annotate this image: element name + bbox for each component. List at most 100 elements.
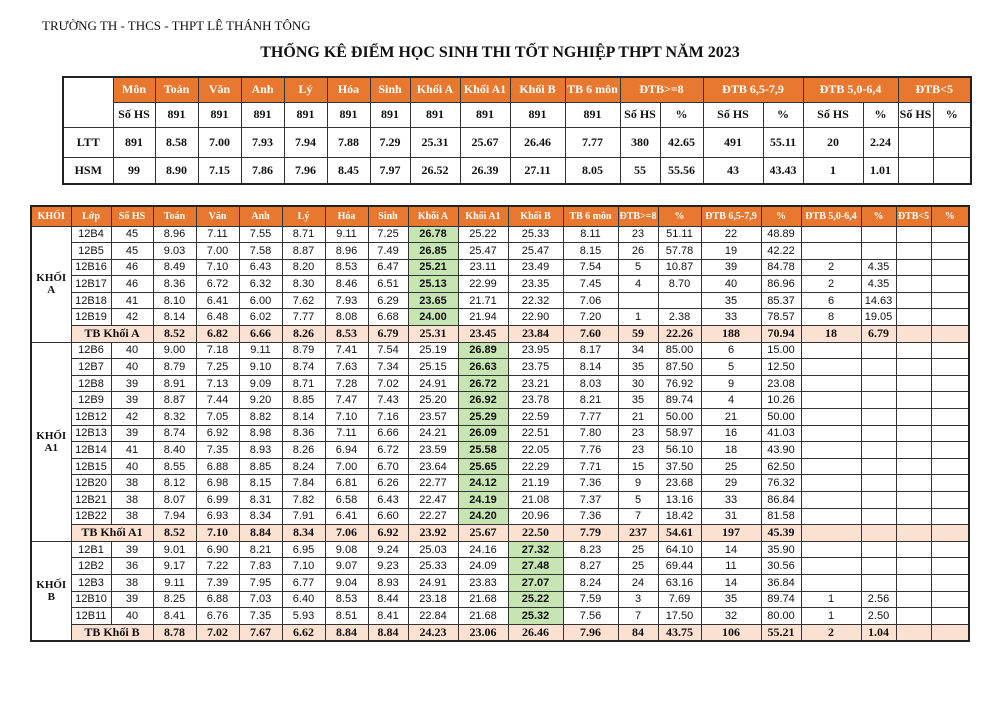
cell: 6.70 <box>367 457 409 476</box>
cell: 23.57 <box>407 408 459 426</box>
cell: 8.34 <box>238 507 283 526</box>
cell <box>930 457 970 476</box>
cell <box>860 408 897 426</box>
cell: 8.41 <box>152 607 197 625</box>
header-cell: ĐTB>=8 <box>617 205 659 227</box>
cell: 9.07 <box>324 557 369 575</box>
row: 12B9 39 8.87 7.44 9.20 8.85 7.47 7.43 25.20 26.92… <box>31 391 970 410</box>
cell: 12B5 <box>70 242 112 260</box>
cell: 23.18 <box>407 590 459 609</box>
cell: 22.90 <box>507 308 564 327</box>
cell: 7.91 <box>281 507 326 526</box>
cell: 9 <box>700 374 762 393</box>
cell: 8.21 <box>562 391 619 410</box>
cell: Số HS <box>702 101 764 128</box>
cell: 8.93 <box>238 441 283 459</box>
cell: 14 <box>700 540 762 559</box>
row: 12B12 42 8.32 7.05 8.82 8.14 7.10 7.16 23.57 25.2… <box>31 408 970 426</box>
header-cell: ĐTB<5 <box>897 76 972 103</box>
cell: 34 <box>617 341 659 360</box>
cell <box>800 540 862 559</box>
header-cell: Lớp <box>70 205 112 227</box>
cell: 7.80 <box>562 424 619 443</box>
cell: 35.90 <box>760 540 802 559</box>
cell: 10.26 <box>760 391 802 410</box>
cell: 23.68 <box>657 474 702 492</box>
header-row: Môn Toán Văn Anh Lý Hóa Sinh Khối A Khối A1 Khối … <box>62 76 972 128</box>
cell: 26.89 <box>457 341 509 360</box>
header-cell: Hóa <box>324 205 369 227</box>
cell: 7.94 <box>152 507 197 526</box>
cell: 41 <box>110 291 154 310</box>
cell: 7.02 <box>367 374 409 393</box>
cell: 12B7 <box>70 358 112 376</box>
cell <box>930 491 970 509</box>
cell: 6.00 <box>238 291 283 310</box>
cell: 8.96 <box>324 242 369 260</box>
cell: HSM <box>62 156 114 185</box>
cell: 7.41 <box>324 341 369 360</box>
cell: 14 <box>700 573 762 592</box>
cell: 84.78 <box>760 258 802 277</box>
cell: 891 <box>409 101 461 128</box>
cell: 23.75 <box>507 358 564 376</box>
cell: 30 <box>617 374 659 393</box>
cell: 40 <box>110 358 154 376</box>
cell <box>800 391 862 410</box>
cell <box>930 258 970 277</box>
cell: 7.36 <box>562 507 619 526</box>
cell: 4.35 <box>860 258 897 277</box>
cell: 25.22 <box>457 225 509 244</box>
cell <box>930 474 970 492</box>
cell: 23.45 <box>457 325 509 343</box>
cell: 7.67 <box>238 623 283 642</box>
cell <box>895 457 932 476</box>
cell: 24.91 <box>407 573 459 592</box>
row: LTT 891 8.58 7.00 7.93 7.94 7.88 7.29 25.31 25.67… <box>62 126 972 158</box>
cell <box>895 507 932 526</box>
cell: 8.11 <box>562 225 619 244</box>
cell: 18 <box>700 441 762 459</box>
cell: 25.19 <box>407 341 459 360</box>
cell <box>932 126 972 158</box>
cell: 7.00 <box>324 457 369 476</box>
cell: 39 <box>110 424 154 443</box>
header-cell: ĐTB 5,0-6,4 <box>800 205 862 227</box>
header-cell: Sinh <box>367 205 409 227</box>
cell: 45.39 <box>760 524 802 542</box>
cell <box>930 408 970 426</box>
cell: 26.46 <box>507 623 564 642</box>
total-row: TB Khối A1 8.52 7.10 8.84 8.34 7.06 6.92 23.92 2… <box>31 524 970 542</box>
cell <box>930 540 970 559</box>
cell: 7.35 <box>195 441 240 459</box>
cell: 6.81 <box>324 474 369 492</box>
cell: 15 <box>617 457 659 476</box>
cell: 24.20 <box>457 507 509 526</box>
cell: 8.24 <box>562 573 619 592</box>
cell: 9.04 <box>324 573 369 592</box>
cell: 2 <box>800 623 862 642</box>
cell: 21.71 <box>457 291 509 310</box>
cell: 9.09 <box>238 374 283 393</box>
cell: 9.10 <box>238 358 283 376</box>
cell: 2.24 <box>862 126 899 158</box>
cell: 24.21 <box>407 424 459 443</box>
row: 12B22 38 7.94 6.93 8.34 7.91 6.41 6.60 22.27 24.2… <box>31 507 970 526</box>
row: KHỐI A1 12B6 40 9.00 7.18 9.11 8.79 7.41 7.54 25.… <box>30 341 970 542</box>
cell: 7.49 <box>367 242 409 260</box>
cell: 12B11 <box>70 607 112 625</box>
cell: 8.49 <box>152 258 197 277</box>
cell: 25.67 <box>459 126 511 158</box>
cell: 7.16 <box>367 408 409 426</box>
cell: 6.99 <box>195 491 240 509</box>
row: 12B15 40 8.55 6.88 8.85 8.24 7.00 6.70 23.64 25.6… <box>31 457 970 476</box>
row: 12B7 40 8.79 7.25 9.10 8.74 7.63 7.34 25.15 26.63… <box>31 358 970 376</box>
cell: 80.00 <box>760 607 802 625</box>
cell: 22.26 <box>657 325 702 343</box>
cell: 4.35 <box>860 275 897 293</box>
cell <box>860 424 897 443</box>
header-cell: Khối A <box>407 205 459 227</box>
cell: 188 <box>700 325 762 343</box>
cell: 6.41 <box>324 507 369 526</box>
cell <box>930 374 970 393</box>
